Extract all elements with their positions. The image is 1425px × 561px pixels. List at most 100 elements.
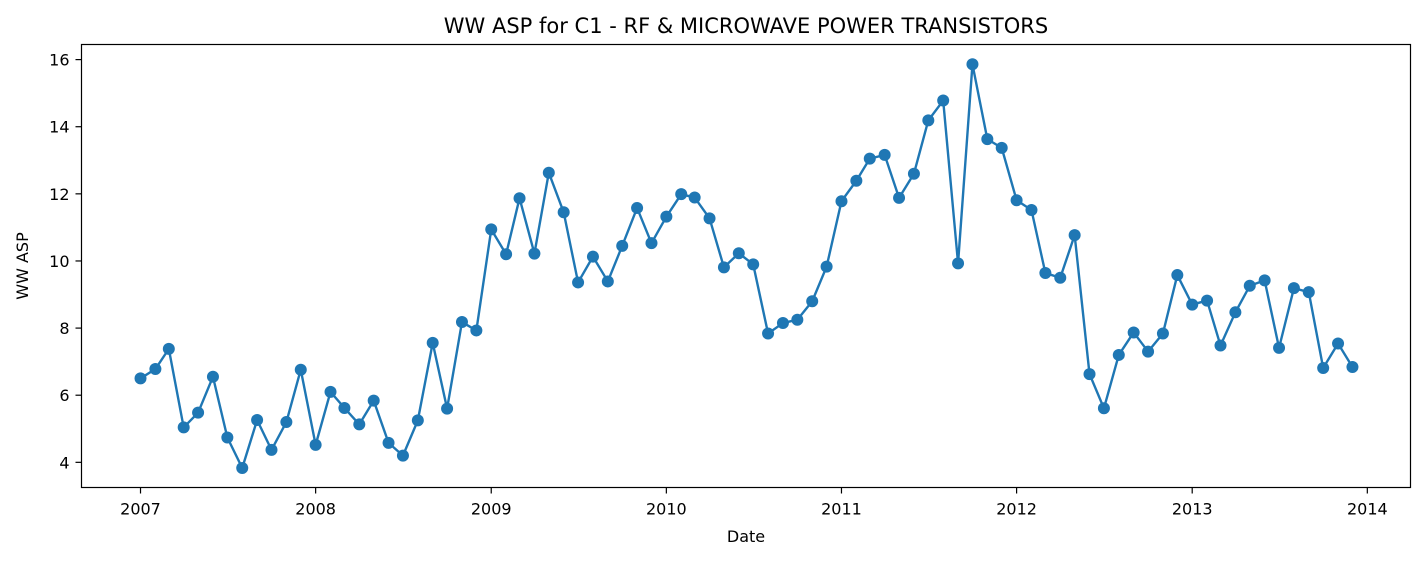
data-point [441,402,454,415]
data-point [645,237,658,250]
data-point [294,363,307,376]
x-tick-label: 2010 [646,500,687,519]
data-point [878,148,891,161]
data-point [1142,345,1155,358]
y-tick-label: 8 [59,319,69,338]
data-point [557,206,570,219]
data-point [1112,348,1125,361]
data-point [1317,362,1330,375]
data-point [762,327,775,340]
data-point [893,191,906,204]
data-point [703,212,716,225]
data-point [542,166,555,179]
data-point [426,336,439,349]
data-point [149,363,162,376]
x-tick-label: 2014 [1347,500,1388,519]
data-point [1229,306,1242,319]
data-point [1214,339,1227,352]
data-point [995,141,1008,154]
data-point [820,260,833,273]
data-point [500,248,513,261]
y-tick-label: 12 [49,185,69,204]
data-point [732,247,745,260]
data-point [1346,361,1359,374]
data-point [280,416,293,429]
data-point [236,462,249,475]
data-point [1186,298,1199,311]
data-point [863,152,876,165]
data-point [1039,267,1052,280]
data-point [850,174,863,187]
data-point [1171,269,1184,282]
data-point [353,418,366,431]
x-tick-label: 2009 [471,500,512,519]
y-tick-label: 6 [59,386,69,405]
y-tick-label: 10 [49,252,69,271]
data-point [470,324,483,337]
data-point [411,414,424,427]
x-tick-label: 2012 [996,500,1037,519]
chart-title: WW ASP for C1 - RF & MICROWAVE POWER TRA… [444,14,1048,38]
x-tick-label: 2008 [295,500,336,519]
data-point [616,239,629,252]
data-point [631,201,644,214]
data-point [324,385,337,398]
data-point [265,443,278,456]
data-point [134,372,147,385]
data-point [1097,402,1110,415]
data-point [1156,327,1169,340]
data-point [922,114,935,127]
y-tick-label: 16 [49,51,69,70]
data-point [1273,341,1286,354]
data-point [251,414,264,427]
data-point [791,313,804,326]
data-point [1010,194,1023,207]
x-axis-label: Date [727,527,765,546]
data-point [206,370,219,383]
x-tick-label: 2011 [821,500,862,519]
data-point [981,133,994,146]
x-tick-label: 2007 [120,500,161,519]
data-point [367,394,380,407]
series-line [139,63,1354,470]
data-point [1302,286,1315,299]
data-point [382,436,395,449]
data-point [907,167,920,180]
data-point [1025,203,1038,216]
y-tick-label: 14 [49,118,69,137]
data-point [717,261,730,274]
data-point [1243,279,1256,292]
x-axis: 2007 2008 2009 2010 2011 2012 2013 2014 [120,487,1388,519]
data-point [309,438,322,451]
data-point [572,276,585,289]
data-point [1258,274,1271,287]
data-point [1287,282,1300,295]
data-point [937,94,950,107]
data-point [952,257,965,270]
data-point [1083,368,1096,381]
data-point [747,258,760,271]
data-point [835,195,848,208]
data-point [688,191,701,204]
data-point [806,295,819,308]
data-point [1332,337,1345,350]
data-point [660,210,673,223]
data-point [455,316,468,329]
data-point [586,250,599,263]
data-point [966,58,979,71]
data-point [1068,229,1081,242]
data-point [221,431,234,444]
data-point [192,406,205,419]
x-tick-label: 2013 [1172,500,1213,519]
plot-area [134,58,1359,475]
data-point [528,247,541,260]
data-point [675,188,688,201]
data-point [1201,294,1214,307]
data-point [601,275,614,288]
data-point [177,421,190,434]
data-point [513,192,526,205]
y-tick-label: 4 [59,453,69,472]
data-point [1127,326,1140,339]
data-point [485,223,498,236]
